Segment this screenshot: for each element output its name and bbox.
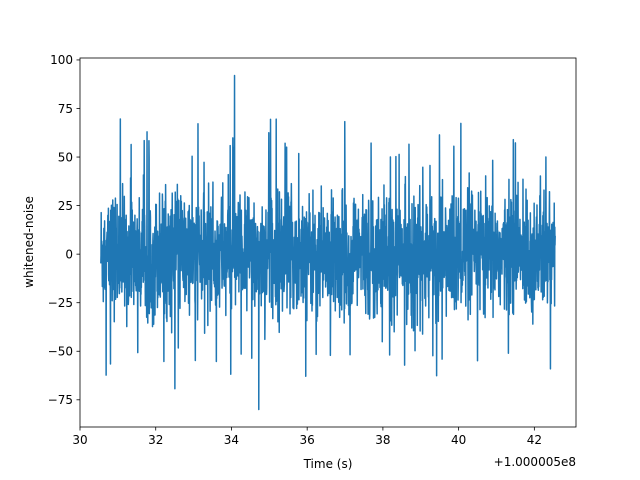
x-tick-label: 30 <box>72 433 87 447</box>
plot-area <box>100 74 556 411</box>
y-tick-label: 25 <box>58 199 73 213</box>
y-tick-label: 100 <box>50 53 73 67</box>
x-tick-label: 32 <box>148 433 163 447</box>
x-tick-label: 40 <box>451 433 466 447</box>
y-axis: −75 −50 −25 0 25 50 75 100 <box>48 53 80 407</box>
y-tick-label: −25 <box>48 296 73 310</box>
x-tick-label: 34 <box>224 433 239 447</box>
series-line <box>100 74 556 411</box>
x-axis-offset-label: +1.000005e8 <box>494 455 576 469</box>
x-axis: 30 32 34 36 38 40 42 <box>72 427 542 447</box>
axes-frame <box>79 57 577 428</box>
y-tick-label: −50 <box>48 345 73 359</box>
x-axis-label: Time (s) <box>303 457 353 471</box>
x-tick-label: 42 <box>527 433 542 447</box>
x-tick-label: 38 <box>375 433 390 447</box>
y-tick-label: 50 <box>58 150 73 164</box>
y-axis-label: whitened-noise <box>22 196 36 288</box>
y-tick-label: 75 <box>58 102 73 116</box>
y-tick-label: −75 <box>48 393 73 407</box>
y-tick-label: 0 <box>65 247 73 261</box>
x-tick-label: 36 <box>300 433 315 447</box>
